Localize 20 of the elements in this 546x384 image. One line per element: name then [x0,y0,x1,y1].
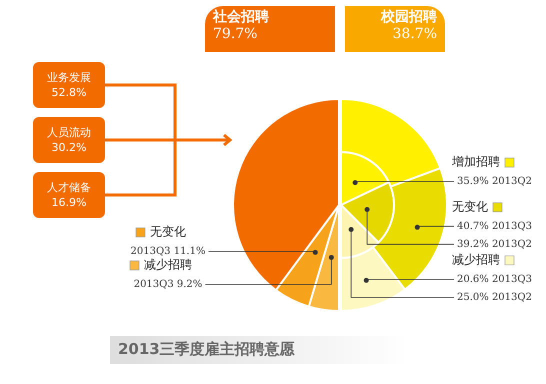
legend-label: 减少招聘 [452,252,500,266]
text: 20.6% 2013Q3 [457,274,532,285]
text: 39.2% 2013Q2 [457,238,532,250]
chart-title: 社会招聘 [213,8,270,26]
legend-label: 增加招聘 [451,154,500,169]
text: 2013三季度雇主招聘意愿 [110,336,410,364]
chart-subtitle: 79.7% [213,26,258,42]
text: 35.9% 2013Q2 [457,176,532,188]
text: 人才储备 16.9% [33,172,105,218]
text: 人员流动 30.2% [33,117,105,163]
text: 业务发展 52.8% [33,62,105,108]
chart-title: 校园招聘 [380,8,437,26]
text: 25.0% 2013Q2 [457,292,532,303]
legend-label: 无变化 [150,224,186,239]
legend-label: 无变化 [452,199,488,214]
text: 2013Q3 11.1% [130,246,206,258]
chart-subtitle: 38.7% [392,26,437,42]
text: 40.7% 2013Q3 [457,220,532,232]
legend-label: 减少招聘 [144,258,192,272]
text: 2013Q3 9.2% [134,279,202,290]
